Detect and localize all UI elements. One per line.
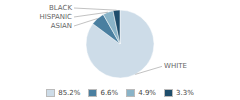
svg-text:HISPANIC: HISPANIC <box>39 13 72 21</box>
html-text:6.6%: 6.6% <box>100 89 119 97</box>
html-text:3.3%: 3.3% <box>176 89 194 97</box>
svg-text:ASIAN: ASIAN <box>51 22 72 30</box>
html-text:85.2%: 85.2% <box>58 89 81 97</box>
svg-text:BLACK: BLACK <box>49 4 72 12</box>
html-text:4.9%: 4.9% <box>138 89 156 97</box>
svg-text:WHITE: WHITE <box>164 62 187 70</box>
